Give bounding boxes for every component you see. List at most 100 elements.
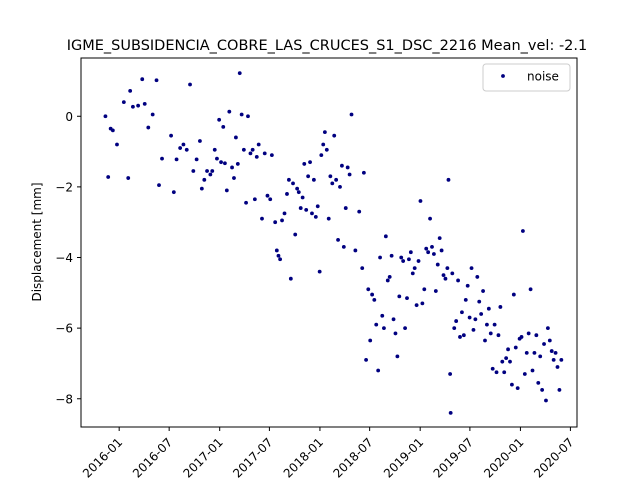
data-point [441, 273, 446, 278]
data-point [366, 287, 371, 292]
data-point [461, 333, 466, 338]
data-point [443, 276, 448, 281]
data-point [483, 338, 487, 343]
data-point [405, 296, 409, 301]
data-point [557, 388, 562, 392]
data-point [349, 112, 354, 117]
data-point [488, 331, 493, 336]
data-point [538, 354, 543, 359]
data-point [481, 289, 485, 293]
data-point [330, 181, 335, 186]
data-point [287, 177, 291, 182]
data-point [140, 77, 145, 82]
data-point [496, 333, 501, 338]
data-point [498, 305, 503, 309]
data-point [430, 245, 434, 249]
data-point [361, 170, 366, 175]
data-point [199, 186, 204, 191]
data-point [315, 204, 320, 209]
data-point [142, 102, 147, 106]
data-point [428, 216, 432, 221]
data-point [473, 317, 478, 322]
data-point [208, 172, 213, 177]
data-point [285, 192, 289, 196]
data-point [338, 184, 342, 189]
data-point [433, 289, 438, 293]
y-tick-label: −4 [55, 251, 73, 265]
data-point [237, 71, 242, 76]
data-point [391, 317, 396, 322]
data-point [418, 199, 423, 203]
data-point [485, 322, 489, 327]
data-point [532, 350, 537, 355]
data-point [324, 147, 329, 152]
data-point [460, 310, 464, 315]
data-point [174, 157, 179, 162]
data-point [136, 103, 141, 108]
data-point [241, 147, 246, 152]
data-point [121, 100, 126, 105]
data-point [150, 112, 155, 117]
data-point [319, 153, 324, 158]
data-point [374, 322, 379, 327]
data-point [389, 253, 394, 258]
data-point [439, 248, 444, 253]
data-point [128, 88, 133, 93]
data-point [408, 250, 413, 255]
data-point [343, 206, 348, 210]
data-point [184, 147, 189, 152]
data-point [380, 313, 385, 318]
data-point [515, 386, 520, 391]
data-point [345, 165, 350, 170]
data-point [223, 161, 227, 166]
data-point [544, 398, 548, 403]
data-point [154, 78, 159, 83]
data-point [103, 114, 108, 119]
data-point [395, 354, 400, 359]
data-point [510, 382, 514, 387]
data-point [456, 278, 460, 283]
data-point [219, 160, 223, 165]
data-point [536, 380, 541, 385]
data-point [393, 331, 398, 336]
data-point [169, 133, 173, 138]
data-point [288, 276, 293, 281]
data-point [274, 248, 279, 253]
data-point [477, 299, 482, 304]
data-point [372, 297, 377, 302]
data-point [250, 147, 255, 152]
data-point [321, 142, 326, 147]
data-point [424, 246, 429, 251]
data-point [291, 181, 295, 186]
data-point [469, 266, 474, 270]
data-point [511, 292, 516, 297]
data-point [336, 237, 340, 242]
data-point [310, 211, 314, 216]
data-point [234, 135, 238, 140]
data-point [311, 177, 316, 182]
data-point [448, 372, 453, 376]
chart-title: IGME_SUBSIDENCIA_COBRE_LAS_CRUCES_S1_DSC… [67, 38, 588, 54]
data-point [334, 177, 339, 182]
data-point [376, 368, 381, 373]
data-point [347, 172, 352, 177]
data-point [504, 356, 509, 361]
data-point [387, 275, 392, 279]
data-point [458, 335, 462, 339]
data-point [432, 252, 436, 256]
data-point [304, 207, 309, 212]
data-point [370, 292, 375, 297]
data-point [542, 342, 546, 346]
data-point [115, 142, 119, 147]
data-point [414, 303, 419, 308]
data-point [202, 177, 207, 182]
data-point [513, 345, 518, 350]
data-point [437, 236, 442, 240]
data-points [103, 71, 564, 415]
data-point [403, 326, 407, 331]
data-point [422, 287, 427, 292]
data-point [475, 275, 480, 279]
data-point [407, 257, 411, 262]
data-point [450, 271, 455, 276]
data-point [341, 245, 346, 249]
